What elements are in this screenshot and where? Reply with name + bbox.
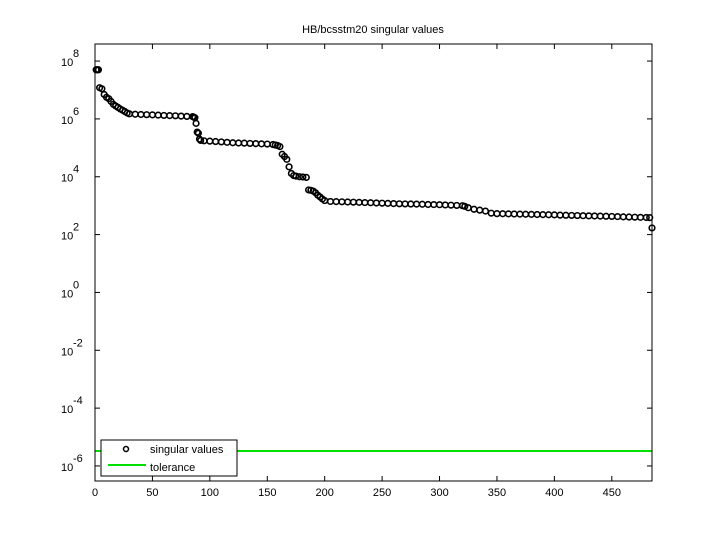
singular-value-point	[276, 143, 284, 151]
x-tick-label: 0	[92, 487, 98, 499]
x-tick-label: 50	[146, 487, 158, 499]
y-tick-exponent: 6	[73, 106, 79, 118]
chart-title: HB/bcsstm20 singular values	[302, 24, 444, 36]
y-tick-exponent: 2	[73, 222, 79, 234]
singular-value-point	[292, 172, 300, 180]
axis-ticks: 0 50 100 150 200 250 300 350 400 4501081061041021…	[61, 44, 652, 499]
legend-label-singular-values: singular values	[150, 444, 224, 456]
y-tick-exponent: -2	[73, 337, 83, 349]
y-tick-exponent: 8	[73, 48, 79, 60]
legend-box	[100, 439, 238, 477]
singular-value-point	[299, 173, 307, 181]
singular-value-point	[642, 213, 650, 222]
x-tick-label: 200	[316, 487, 334, 499]
singular-value-point	[302, 173, 310, 181]
singular-value-point	[295, 173, 304, 181]
y-tick-exponent: 4	[73, 164, 79, 176]
y-tick-label: 10	[61, 231, 73, 243]
x-tick-label: 250	[373, 487, 391, 499]
legend-marker-singular-values	[122, 445, 130, 453]
y-tick-label: 10	[61, 346, 73, 358]
singular-value-point	[285, 163, 293, 171]
singular-value-point	[646, 214, 654, 222]
singular-value-point	[192, 119, 200, 127]
singular-value-point	[197, 136, 205, 145]
plot-frame	[94, 43, 653, 482]
legend-label-tolerance: tolerance	[150, 462, 195, 474]
y-tick-label: 10	[61, 462, 73, 474]
y-tick-exponent: -4	[73, 395, 83, 407]
y-tick-label: 10	[61, 404, 73, 416]
x-tick-label: 350	[488, 487, 506, 499]
y-tick-exponent: -6	[73, 453, 83, 465]
x-tick-label: 450	[603, 487, 621, 499]
singular-value-point	[481, 207, 490, 215]
singular-value-point	[461, 202, 469, 210]
x-tick-label: 300	[430, 487, 448, 499]
y-tick-label: 10	[61, 288, 73, 300]
y-tick-label: 10	[61, 57, 73, 69]
x-tick-label: 150	[258, 487, 276, 499]
y-tick-label: 10	[61, 173, 73, 185]
x-tick-label: 100	[201, 487, 219, 499]
y-tick-label: 10	[61, 115, 73, 127]
y-tick-exponent: 0	[73, 279, 79, 291]
singular-value-point	[193, 128, 201, 136]
singular-value-point	[98, 85, 106, 93]
legend: singular values tolerance	[100, 439, 238, 477]
singular-value-point	[283, 155, 291, 163]
singular-value-point	[94, 66, 103, 74]
x-tick-label: 400	[545, 487, 563, 499]
